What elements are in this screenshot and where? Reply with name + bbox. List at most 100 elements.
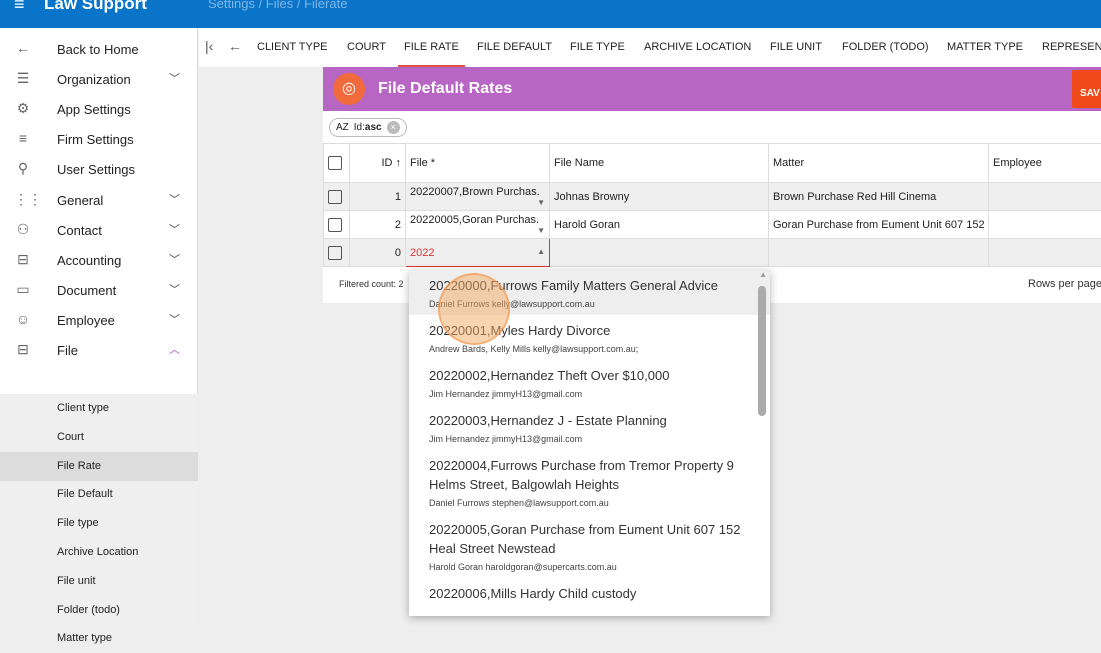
- tab-file-default[interactable]: FILE DEFAULT: [477, 41, 552, 53]
- chevron-down-icon[interactable]: ﹀: [169, 191, 180, 207]
- file-value: 20220005,Goran Purchas.: [410, 214, 539, 226]
- sidebar-item-document[interactable]: ▭Document﹀: [0, 275, 198, 305]
- chevron-up-icon[interactable]: ︿: [169, 341, 180, 357]
- col-file-name[interactable]: File Name: [550, 144, 769, 183]
- cell-employee[interactable]: ▼: [989, 211, 1101, 239]
- tab-folder-todo-[interactable]: FOLDER (TODO): [842, 41, 929, 53]
- filtered-count: Filtered count: 2: [339, 279, 404, 289]
- tab-archive-location[interactable]: ARCHIVE LOCATION: [644, 41, 751, 53]
- dropdown-option[interactable]: 20220006,Mills Hardy Child custody: [409, 578, 770, 609]
- sidebar-item-contact[interactable]: ⚇Contact﹀: [0, 215, 198, 245]
- page-title: File Default Rates: [378, 80, 512, 98]
- submenu-item-file-rate[interactable]: File Rate: [0, 452, 198, 481]
- save-button[interactable]: SAV: [1072, 70, 1101, 108]
- sidebar-item-employee[interactable]: ☺Employee﹀: [0, 305, 198, 335]
- sidebar-item-user-settings[interactable]: ⚲User Settings: [0, 154, 198, 184]
- first-page-icon[interactable]: |‹: [205, 38, 213, 54]
- select-all-checkbox[interactable]: [328, 156, 342, 170]
- tab-file-unit[interactable]: FILE UNIT: [770, 41, 822, 53]
- tune-icon: ☰: [14, 70, 32, 87]
- close-icon[interactable]: ×: [387, 121, 400, 134]
- sidebar-item-accounting[interactable]: ⊟Accounting﹀: [0, 245, 198, 275]
- submenu-item-archive-location[interactable]: Archive Location: [0, 538, 198, 567]
- table-row[interactable]: 1 20220007,Brown Purchas.▼ Johnas Browny…: [324, 183, 1101, 211]
- sidebar-item-app-settings[interactable]: ⚙App Settings: [0, 94, 198, 124]
- col-employee[interactable]: Employee: [989, 144, 1101, 183]
- row-checkbox[interactable]: [328, 190, 342, 204]
- row-checkbox[interactable]: [328, 246, 342, 260]
- option-title: 20220004,Furrows Purchase from Tremor Pr…: [429, 456, 749, 494]
- caret-down-icon[interactable]: ▼: [537, 198, 545, 207]
- sidebar-item-organization[interactable]: ☰Organization﹀: [0, 64, 198, 94]
- tab-court[interactable]: COURT: [347, 41, 386, 53]
- submenu-item-label: Archive Location: [57, 546, 138, 558]
- cell-file-name[interactable]: Johnas Browny: [550, 183, 769, 211]
- cell-id: 1: [350, 183, 406, 211]
- submenu-item-label: Client type: [57, 402, 109, 414]
- table-row[interactable]: 2 20220005,Goran Purchas.▼ Harold Goran …: [324, 211, 1101, 239]
- col-id[interactable]: ID ↑: [350, 144, 406, 183]
- row-checkbox[interactable]: [328, 218, 342, 232]
- option-subtitle: Jim Hernandez jimmyH13@gmail.com: [429, 389, 750, 399]
- tab-represent[interactable]: REPRESENT: [1042, 41, 1101, 53]
- chevron-down-icon[interactable]: ﹀: [169, 281, 180, 297]
- submenu-item-file-type[interactable]: File type: [0, 509, 198, 538]
- tab-matter-type[interactable]: MATTER TYPE: [947, 41, 1023, 53]
- cell-matter[interactable]: Brown Purchase Red Hill Cinema: [769, 183, 989, 211]
- submenu-item-folder-todo-[interactable]: Folder (todo): [0, 596, 198, 625]
- submenu-item-court[interactable]: Court: [0, 423, 198, 452]
- sidebar-item-file[interactable]: ⊟File︿: [0, 335, 198, 365]
- file-value: 2022: [410, 247, 434, 259]
- arrow-left-icon: ←: [14, 40, 32, 56]
- arrow-left-icon[interactable]: ←: [228, 38, 242, 54]
- table-row[interactable]: 0 2022 ▲ ▼: [324, 239, 1101, 267]
- tab-file-rate[interactable]: FILE RATE: [404, 41, 459, 53]
- caret-down-icon[interactable]: ▼: [537, 226, 545, 235]
- chevron-down-icon[interactable]: ﹀: [169, 251, 180, 267]
- submenu-item-file-default[interactable]: File Default: [0, 480, 198, 509]
- playlist-add-icon: ≡: [14, 130, 32, 146]
- file-input[interactable]: 2022 ▲: [406, 239, 550, 267]
- chevron-down-icon[interactable]: ﹀: [169, 221, 180, 237]
- chevron-down-icon[interactable]: ﹀: [169, 311, 180, 327]
- sidebar-item-general[interactable]: ⋮⋮General﹀: [0, 185, 198, 215]
- settings-box-icon: ⚙: [14, 100, 32, 117]
- cell-employee[interactable]: ▼: [989, 239, 1101, 267]
- col-file[interactable]: File *: [406, 144, 550, 183]
- submenu-item-label: Folder (todo): [57, 604, 120, 616]
- cell-file[interactable]: 20220005,Goran Purchas.▼: [406, 211, 550, 239]
- menu-icon[interactable]: ≡: [14, 0, 25, 15]
- cell-employee[interactable]: ▼: [989, 183, 1101, 211]
- app-logo[interactable]: Law Support: [44, 0, 147, 14]
- cell-id: 0: [350, 239, 406, 267]
- chevron-down-icon[interactable]: ﹀: [169, 70, 180, 86]
- submenu-item-file-unit[interactable]: File unit: [0, 567, 198, 596]
- caret-up-icon[interactable]: ▲: [537, 247, 545, 256]
- option-title: 20220002,Hernandez Theft Over $10,000: [429, 366, 749, 385]
- click-indicator: [438, 273, 510, 345]
- cell-file[interactable]: 20220007,Brown Purchas.▼: [406, 183, 550, 211]
- option-title: 20220003,Hernandez J - Estate Planning: [429, 411, 749, 430]
- sidebar-item-label: Contact: [57, 223, 102, 238]
- sidebar-item-back-to-home[interactable]: ←Back to Home: [0, 34, 198, 64]
- sort-chip[interactable]: AZ Id:asc ×: [329, 118, 407, 137]
- dropdown-option[interactable]: 20220005,Goran Purchase from Eument Unit…: [409, 514, 770, 578]
- dropdown-option[interactable]: 20220002,Hernandez Theft Over $10,000 Jim…: [409, 360, 770, 405]
- col-matter[interactable]: Matter: [769, 144, 989, 183]
- scrollbar[interactable]: [758, 286, 766, 416]
- submenu-item-client-type[interactable]: Client type: [0, 394, 198, 423]
- sidebar-item-firm-settings[interactable]: ≡Firm Settings: [0, 124, 198, 154]
- cell-file-name[interactable]: [550, 239, 769, 267]
- tab-client-type[interactable]: CLIENT TYPE: [257, 41, 328, 53]
- scroll-up-icon[interactable]: ▲: [759, 270, 767, 279]
- file-rates-card: ◎ File Default Rates SAV AZ Id:asc × ID …: [323, 67, 1101, 303]
- tab-file-type[interactable]: FILE TYPE: [570, 41, 625, 53]
- cell-file-name[interactable]: Harold Goran: [550, 211, 769, 239]
- dropdown-option[interactable]: 20220004,Furrows Purchase from Tremor Pr…: [409, 450, 770, 514]
- submenu-item-matter-type[interactable]: Matter type: [0, 624, 198, 653]
- app-header: ≡ Law Support Settings / Files / Filerat…: [0, 0, 1101, 28]
- cell-matter[interactable]: Goran Purchase from Eument Unit 607 152: [769, 211, 989, 239]
- cell-matter[interactable]: [769, 239, 989, 267]
